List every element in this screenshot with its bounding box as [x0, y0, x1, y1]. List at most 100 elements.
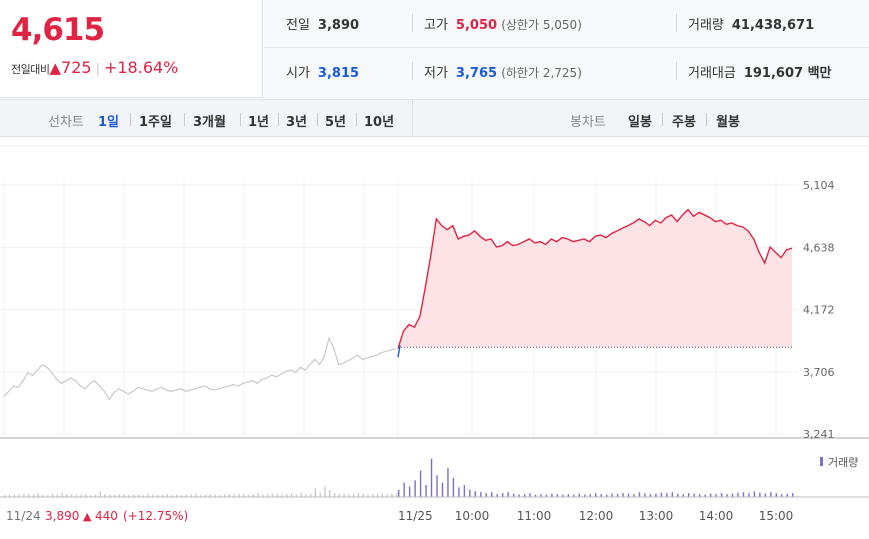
- tab-5-years[interactable]: 5년: [325, 115, 347, 130]
- volume-bar: [305, 494, 307, 497]
- volume-bar: [247, 494, 250, 497]
- volume-bar: [13, 494, 15, 497]
- volume-bar: [309, 493, 312, 497]
- today-price-line: [397, 208, 793, 349]
- volume-bar: [171, 495, 173, 497]
- volume-bar: [764, 493, 767, 497]
- volume-bar: [333, 493, 336, 497]
- volume-bar: [70, 494, 73, 497]
- y-tick-label: 3,241: [803, 428, 835, 441]
- tab-1-week[interactable]: 1주일: [139, 115, 172, 130]
- volume-bar: [611, 493, 613, 497]
- volume-bar: [362, 493, 364, 497]
- candle-chart-label: 봉차트: [570, 115, 606, 130]
- volume-bar: [595, 493, 597, 497]
- volume-bar: [338, 494, 341, 497]
- volume-bar: [496, 494, 498, 497]
- volume-bar: [56, 494, 58, 497]
- volume-bar: [104, 494, 106, 497]
- volume-bar: [357, 493, 360, 497]
- volume-bar: [512, 493, 515, 497]
- volume-bar: [523, 494, 526, 497]
- open-price: 시가 3,815: [286, 66, 360, 81]
- volume-bar: [529, 493, 531, 497]
- volume-bar: [118, 494, 121, 497]
- volume-bar: [238, 493, 240, 497]
- volume-bar: [381, 493, 384, 497]
- volume-bar: [142, 495, 145, 497]
- volume-bar: [367, 494, 369, 497]
- tab-weekly-candle[interactable]: 주봉: [672, 115, 696, 130]
- volume-bar: [4, 495, 6, 497]
- y-tick-label: 3,706: [803, 366, 835, 379]
- volume-bar: [386, 494, 388, 497]
- tab-1-day[interactable]: 1일: [98, 115, 120, 130]
- volume-bar: [396, 493, 398, 497]
- volume-bar: [616, 494, 619, 497]
- x-tick-label: 11/25: [398, 509, 433, 523]
- volume-bar: [18, 494, 20, 497]
- volume-bar: [276, 494, 278, 497]
- volume-bar: [507, 492, 509, 497]
- volume-bar: [137, 494, 140, 497]
- volume-bar: [562, 494, 564, 497]
- volume-bar: [391, 493, 393, 497]
- volume-bar: [195, 494, 197, 497]
- up-triangle-icon: ▲: [83, 510, 92, 523]
- volume-bar: [715, 494, 717, 497]
- volume-bar: [51, 494, 54, 497]
- tab-daily-candle[interactable]: 일봉: [628, 115, 652, 130]
- x-tick-label: 13:00: [639, 509, 674, 523]
- volume-bar: [720, 493, 723, 497]
- quote-panel: 4,615 전일대비▲725 | +18.64% 전일 3,890 고가 5,050 (…: [0, 0, 869, 98]
- volume-bar: [792, 493, 794, 497]
- volume-bar: [474, 491, 477, 497]
- volume-bar: [709, 493, 712, 497]
- x-tick-label: 11:00: [517, 509, 552, 523]
- tab-monthly-candle[interactable]: 월봉: [716, 115, 740, 130]
- volume-bar: [266, 494, 269, 497]
- tab-10-years[interactable]: 10년: [364, 115, 395, 130]
- volume-bar: [185, 494, 188, 497]
- volume-bar: [324, 486, 326, 497]
- volume-bar: [156, 495, 159, 497]
- tab-1-year[interactable]: 1년: [248, 115, 270, 130]
- volume-bar: [329, 489, 331, 497]
- current-price: 4,615: [11, 12, 105, 48]
- volume-bar: [257, 493, 259, 497]
- volume-bar: [704, 494, 706, 497]
- volume-bar: [622, 493, 624, 497]
- up-triangle-icon: ▲: [49, 59, 62, 77]
- volume-bar: [204, 494, 207, 497]
- volume-bar: [770, 492, 772, 497]
- volume-bar: [352, 494, 355, 497]
- volume-bar: [584, 494, 586, 497]
- volume-bar: [233, 494, 235, 497]
- price-area-fill: [398, 209, 792, 349]
- prev-day-line: [3, 336, 397, 401]
- tab-3-years[interactable]: 3년: [286, 115, 308, 130]
- divider: [412, 100, 413, 137]
- change-label: 전일대비: [11, 63, 50, 76]
- current-price-box: 4,615 전일대비▲725 | +18.64%: [0, 0, 263, 98]
- stats-row-2: 시가 3,815 저가 3,765 (하한가 2,725) 거래대금 191,607 …: [264, 48, 869, 96]
- volume-bar: [600, 494, 602, 497]
- prev-day-change-pct: (+12.75%): [123, 509, 188, 523]
- volume-bar: [113, 495, 116, 497]
- change-percent: +18.64%: [103, 58, 179, 77]
- volume-bar: [295, 494, 298, 497]
- tab-3-months[interactable]: 3개월: [193, 115, 226, 130]
- volume-bar: [209, 494, 211, 497]
- prev-day-price: 3,890: [45, 509, 79, 523]
- volume-bar: [286, 494, 288, 497]
- volume-bar: [501, 493, 504, 497]
- y-tick-label: 4,638: [803, 241, 835, 254]
- volume-bar: [99, 491, 102, 497]
- volume-bar: [90, 495, 92, 497]
- volume-bar: [671, 492, 674, 497]
- x-tick-label: 12:00: [579, 509, 614, 523]
- volume-bar: [518, 494, 520, 497]
- volume-bar: [693, 493, 695, 497]
- volume-bar: [660, 492, 663, 497]
- volume-bar: [655, 493, 657, 497]
